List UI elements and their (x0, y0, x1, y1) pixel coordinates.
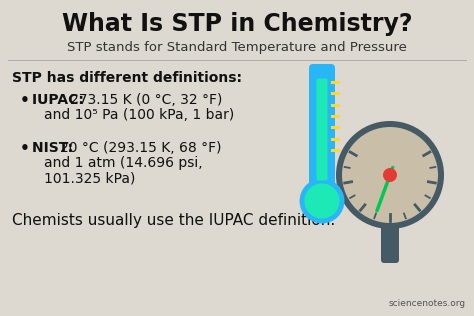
Text: and 1 atm (14.696 psi,: and 1 atm (14.696 psi, (44, 156, 202, 170)
Text: and 10⁵ Pa (100 kPa, 1 bar): and 10⁵ Pa (100 kPa, 1 bar) (44, 108, 234, 122)
Circle shape (302, 181, 342, 221)
Text: What Is STP in Chemistry?: What Is STP in Chemistry? (62, 12, 412, 36)
Text: STP has different definitions:: STP has different definitions: (12, 71, 242, 85)
Circle shape (336, 121, 444, 229)
Text: 273.15 K (0 °C, 32 °F): 273.15 K (0 °C, 32 °F) (70, 93, 222, 107)
FancyBboxPatch shape (381, 222, 399, 263)
Text: sciencenotes.org: sciencenotes.org (389, 299, 466, 308)
FancyBboxPatch shape (317, 78, 328, 180)
Text: 20 °C (293.15 K, 68 °F): 20 °C (293.15 K, 68 °F) (60, 141, 221, 155)
Text: •: • (20, 93, 30, 107)
Text: 101.325 kPa): 101.325 kPa) (44, 171, 136, 185)
Text: STP stands for Standard Temperature and Pressure: STP stands for Standard Temperature and … (67, 41, 407, 54)
Text: Chemists usually use the IUPAC definition.: Chemists usually use the IUPAC definitio… (12, 212, 335, 228)
Text: IUPAC:: IUPAC: (32, 93, 89, 107)
Text: NIST:: NIST: (32, 141, 78, 155)
FancyBboxPatch shape (309, 64, 335, 189)
Circle shape (383, 168, 397, 182)
Text: •: • (20, 141, 30, 155)
Circle shape (342, 127, 438, 223)
